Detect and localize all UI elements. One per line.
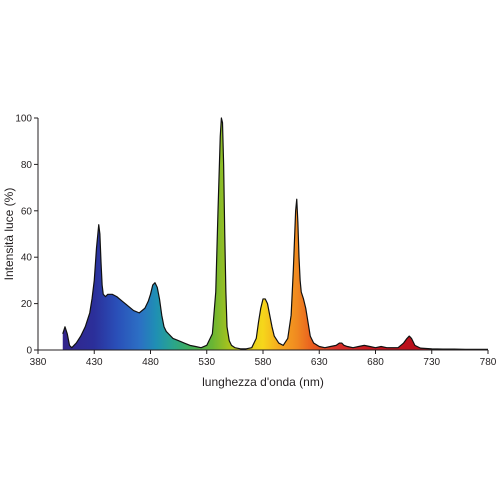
x-tick-label: 730 bbox=[423, 357, 440, 368]
x-tick-label: 530 bbox=[198, 357, 215, 368]
y-tick-label: 100 bbox=[15, 114, 32, 125]
y-axis-ticks: 0 20 40 60 80 100 bbox=[15, 114, 38, 357]
y-tick-label: 80 bbox=[21, 160, 33, 171]
x-tick-label: 380 bbox=[30, 357, 47, 368]
y-tick-label: 40 bbox=[21, 253, 33, 264]
x-tick-label: 630 bbox=[311, 357, 328, 368]
spectrum-area bbox=[62, 118, 488, 350]
x-tick-label: 480 bbox=[142, 357, 159, 368]
y-tick-label: 0 bbox=[26, 346, 32, 357]
spectrum-line bbox=[62, 117, 488, 350]
y-axis-title: Intensità luce (%) bbox=[2, 188, 16, 281]
y-tick-label: 20 bbox=[21, 299, 33, 310]
plot-area bbox=[62, 117, 488, 350]
x-axis-ticks: 380 430 480 530 580 630 680 730 780 bbox=[30, 350, 497, 368]
y-tick-label: 60 bbox=[21, 206, 33, 217]
x-tick-label: 680 bbox=[367, 357, 384, 368]
x-tick-label: 780 bbox=[480, 357, 497, 368]
x-axis-title: lunghezza d'onda (nm) bbox=[202, 375, 324, 389]
x-tick-label: 430 bbox=[86, 357, 103, 368]
x-tick-label: 580 bbox=[255, 357, 272, 368]
